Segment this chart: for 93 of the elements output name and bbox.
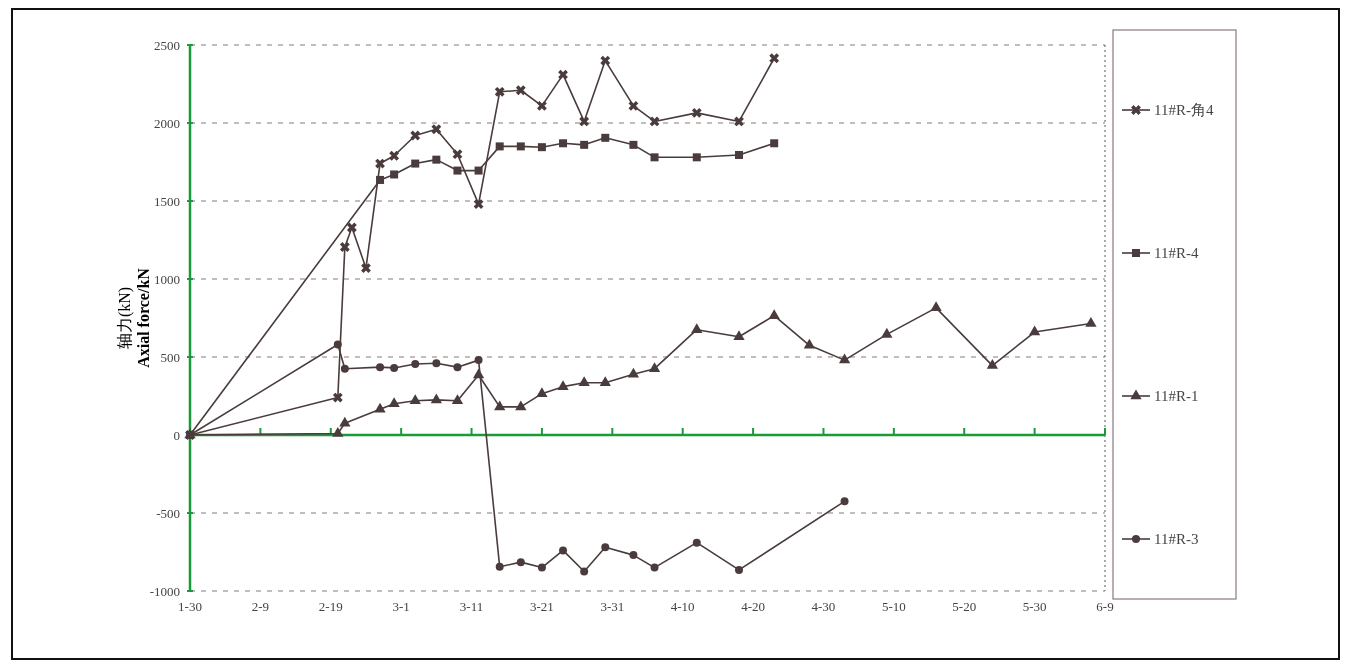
point	[648, 362, 661, 372]
point	[537, 100, 547, 111]
x-tick-label: 3-31	[600, 599, 625, 614]
x-tick-label: 2-9	[251, 599, 270, 614]
point	[430, 393, 442, 404]
point	[411, 360, 420, 369]
point	[881, 327, 893, 338]
x-tick-label: 5-20	[952, 599, 977, 614]
point	[628, 100, 639, 111]
point	[803, 338, 816, 349]
point	[601, 133, 610, 142]
point	[411, 159, 420, 168]
y-tick-label: -500	[156, 505, 180, 521]
point	[580, 140, 589, 149]
point	[580, 567, 589, 576]
x-tick-label: 4-10	[670, 599, 695, 614]
y-tick-label: 2500	[154, 37, 180, 53]
point	[600, 55, 611, 66]
point	[452, 149, 463, 160]
point	[579, 116, 590, 127]
legend-label: 11#R-4	[1154, 245, 1199, 262]
point	[649, 116, 660, 127]
point	[627, 367, 640, 378]
point	[557, 380, 569, 390]
x-tick-label: 5-10	[881, 599, 906, 614]
point	[768, 309, 780, 319]
point	[515, 85, 526, 96]
x-tick-label: 4-20	[741, 599, 765, 614]
point	[691, 107, 702, 118]
point	[537, 143, 546, 152]
x-tick-label: 3-11	[459, 599, 484, 614]
point	[516, 558, 525, 567]
x-tick-label: 3-21	[530, 599, 554, 614]
x-tick-label: 2-19	[318, 599, 343, 614]
point	[453, 166, 462, 175]
legend-label: 11#R-1	[1154, 388, 1199, 405]
y-tick-label: -1000	[149, 583, 180, 599]
point	[431, 124, 442, 135]
y-tick-label: 2000	[154, 115, 180, 131]
point	[691, 323, 703, 333]
legend-label: 11#R-角4	[1154, 102, 1214, 119]
point	[838, 353, 851, 364]
point	[930, 301, 942, 312]
point	[770, 139, 779, 148]
point	[559, 139, 568, 148]
y-tick-label: 1500	[154, 193, 180, 209]
point	[432, 155, 441, 164]
point	[1085, 316, 1097, 327]
point	[410, 130, 421, 141]
point	[578, 376, 590, 386]
point	[474, 166, 483, 175]
point	[494, 86, 505, 97]
y-tick-label: 1000	[154, 271, 180, 287]
point	[495, 562, 504, 571]
point	[840, 497, 849, 506]
point	[432, 359, 441, 368]
point	[559, 546, 568, 555]
point	[536, 387, 548, 397]
x-tick-label: 3-1	[392, 599, 410, 614]
point	[650, 153, 659, 162]
point	[692, 538, 701, 547]
point	[473, 199, 484, 210]
point	[629, 551, 638, 560]
y-tick-label: 0	[173, 427, 180, 443]
point	[599, 376, 611, 386]
point	[516, 142, 525, 151]
y-tick-label: 500	[160, 349, 180, 365]
point	[537, 563, 546, 572]
point	[515, 400, 527, 411]
point	[735, 565, 743, 574]
point	[409, 394, 421, 404]
point	[1028, 325, 1041, 336]
x-tick-label: 4-30	[811, 599, 836, 614]
point	[692, 153, 701, 162]
point	[733, 330, 745, 340]
point	[735, 150, 743, 159]
point	[495, 142, 504, 151]
x-tick-label: 6-9	[1096, 599, 1114, 614]
point	[494, 400, 506, 411]
point	[629, 140, 638, 149]
legend-label: 11#R-3	[1154, 531, 1199, 548]
x-tick-label: 5-30	[1022, 599, 1047, 614]
x-tick-label: 1-30	[178, 599, 202, 614]
point	[986, 359, 999, 369]
point	[734, 116, 744, 127]
point	[769, 53, 780, 64]
y-axis-title: 轴力(kN) Axial force/kN	[116, 267, 153, 368]
point	[474, 356, 483, 365]
point	[650, 563, 659, 572]
point	[451, 394, 464, 404]
point	[601, 543, 610, 552]
point	[453, 363, 462, 372]
point	[558, 69, 568, 80]
